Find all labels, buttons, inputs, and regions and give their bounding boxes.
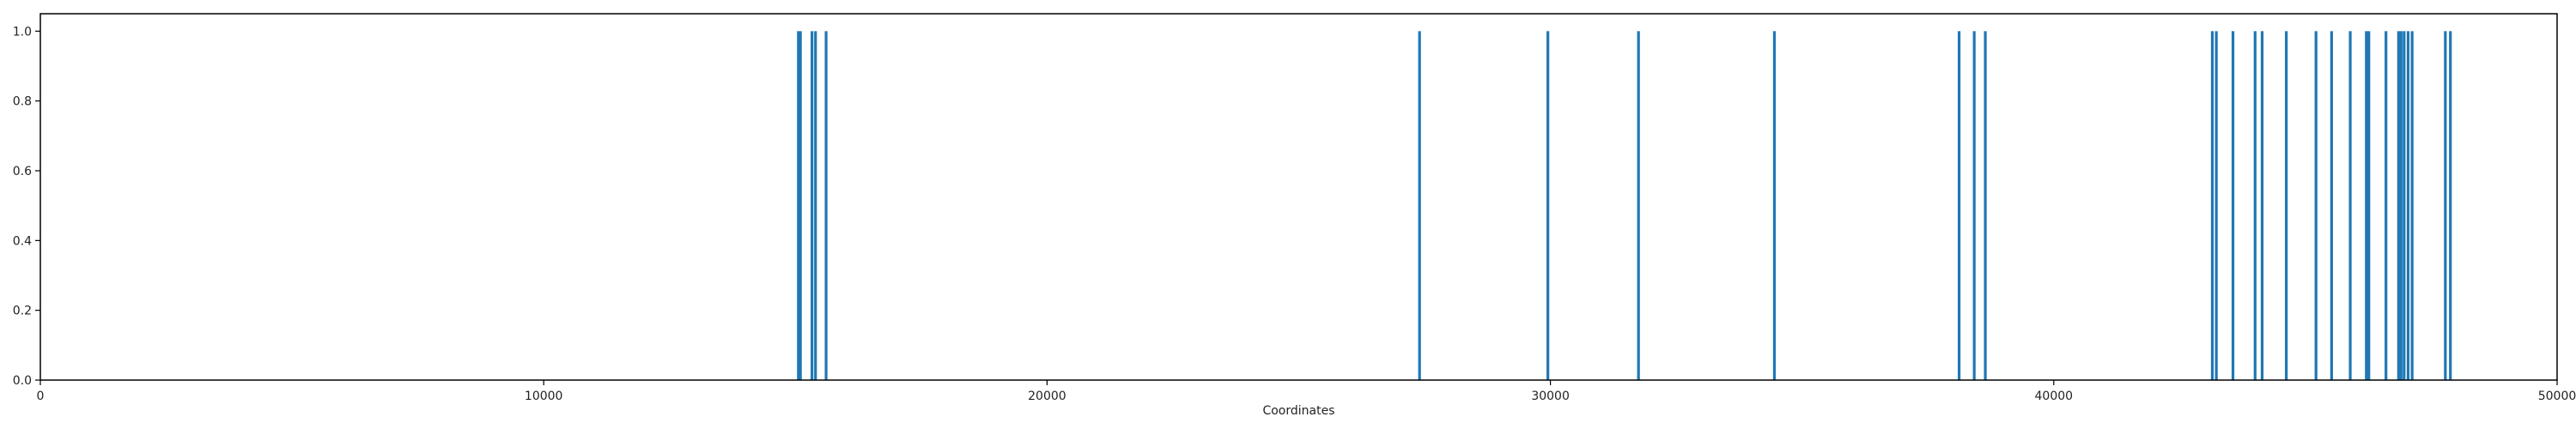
bar-0-2 xyxy=(811,31,814,380)
x-tick-label-5: 50000 xyxy=(2538,390,2576,403)
x-tick-label-1: 10000 xyxy=(525,390,563,403)
bar-0-10 xyxy=(1972,31,1976,380)
bar-0-20 xyxy=(2348,31,2352,380)
bar-0-18 xyxy=(2314,31,2318,380)
bar-0-24 xyxy=(2397,31,2400,380)
bar-0-22 xyxy=(2367,31,2371,380)
y-tick-label-5: 1.0 xyxy=(13,25,32,39)
bar-0-15 xyxy=(2253,31,2257,380)
bar-0-13 xyxy=(2215,31,2218,380)
bar-0-1 xyxy=(799,31,802,380)
bar-0-3 xyxy=(814,31,817,380)
bar-0-30 xyxy=(2449,31,2452,380)
y-tick-label-3: 0.6 xyxy=(13,165,32,178)
x-tick-label-3: 30000 xyxy=(1531,390,1570,403)
bar-0-21 xyxy=(2365,31,2368,380)
bar-0-8 xyxy=(1772,31,1777,380)
bar-0-27 xyxy=(2406,31,2410,380)
y-tick-label-4: 0.8 xyxy=(13,95,32,109)
bar-0-19 xyxy=(2330,31,2333,380)
bar-0-4 xyxy=(824,31,828,380)
bar-0-12 xyxy=(2210,31,2215,380)
x-axis-label: Coordinates xyxy=(1262,404,1334,418)
labels: Coordinates xyxy=(1262,404,1334,418)
x-tick-label-0: 0 xyxy=(37,390,45,403)
x-tick-label-4: 40000 xyxy=(2035,390,2074,403)
bar-0-5 xyxy=(1418,31,1421,380)
bar-0-6 xyxy=(1546,31,1550,380)
bar-0-0 xyxy=(797,31,800,380)
y-tick-label-0: 0.0 xyxy=(13,374,32,388)
bar-0-25 xyxy=(2399,31,2403,380)
bar-0-9 xyxy=(1957,31,1961,380)
y-tick-label-2: 0.4 xyxy=(13,234,32,248)
bar-0-11 xyxy=(1984,31,1987,380)
axes: 0 10000 20000 30000 40000 50000 0.0 0.2 0.4 0.6 0.… xyxy=(13,13,2576,403)
x-tick-label-2: 20000 xyxy=(1028,390,1066,403)
bar-0-28 xyxy=(2410,31,2414,380)
bar-0-7 xyxy=(1637,31,1640,380)
plot-frame xyxy=(39,13,2558,381)
bar-0-29 xyxy=(2444,31,2447,380)
y-tick-label-1: 0.2 xyxy=(13,305,32,318)
bar-0-17 xyxy=(2285,31,2288,380)
bar-0-26 xyxy=(2403,31,2406,380)
plot-area xyxy=(797,31,2452,380)
bar-0-14 xyxy=(2231,31,2235,380)
bar-0-16 xyxy=(2260,31,2264,380)
bar-0-23 xyxy=(2385,31,2388,380)
